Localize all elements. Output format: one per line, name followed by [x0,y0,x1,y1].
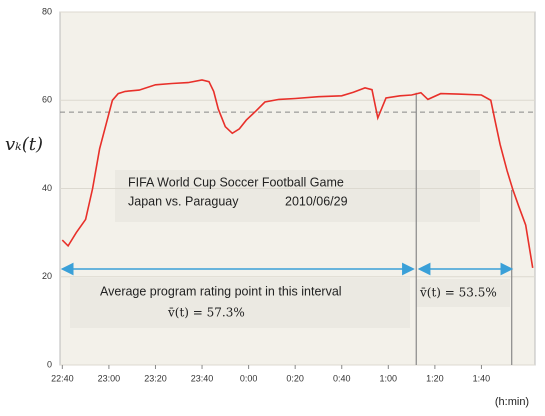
y-axis-label: vₖ(t) [5,134,43,155]
x-tick-label: 0:20 [286,373,304,383]
annotation-box [70,278,410,328]
x-axis-label: (h:min) [495,396,529,408]
annotation: v̄(t) = 57.3% [167,306,245,320]
annotation: Japan vs. Paraguay [128,194,239,208]
annotation-box [416,279,510,307]
annotation-box [115,170,480,222]
annotation: Average program rating point in this int… [100,284,342,298]
x-tick-label: 1:00 [380,373,398,383]
y-tick-label: 60 [42,95,52,105]
x-tick-label: 1:20 [426,373,444,383]
x-tick-label: 23:00 [98,373,121,383]
x-tick-label: 0:40 [333,373,351,383]
annotation: 2010/06/29 [285,194,348,208]
annotation: FIFA World Cup Soccer Football Game [128,175,344,189]
x-tick-label: 23:20 [144,373,167,383]
x-tick-label: 1:40 [473,373,491,383]
y-tick-label: 80 [42,6,52,16]
annotation: v̄(t) = 53.5% [419,286,497,300]
x-tick-label: 0:00 [240,373,258,383]
y-tick-label: 20 [42,271,52,281]
x-tick-label: 22:40 [51,373,74,383]
x-tick-label: 23:40 [191,373,214,383]
y-tick-label: 40 [42,183,52,193]
y-tick-label: 0 [47,359,52,369]
data-line [61,79,534,269]
